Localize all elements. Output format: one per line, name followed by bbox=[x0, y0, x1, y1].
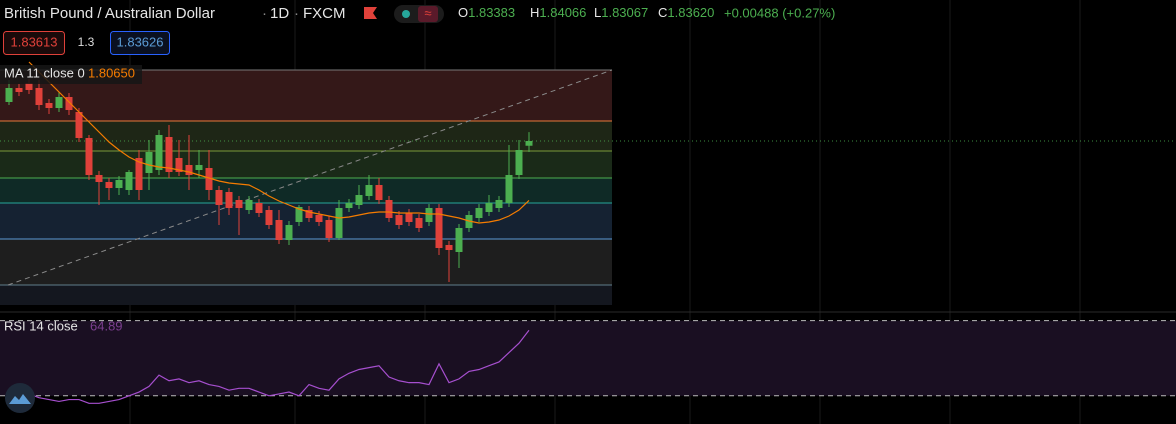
candle-body bbox=[405, 213, 413, 222]
candle-body bbox=[75, 112, 83, 138]
ohlc-values: O1.83383 H1.84066 L1.83067 C1.83620 bbox=[458, 5, 714, 20]
ohlc-item: C1.83620 bbox=[658, 5, 714, 20]
candle-body bbox=[525, 141, 533, 146]
sell-box[interactable] bbox=[3, 31, 65, 55]
candle-body bbox=[365, 185, 373, 196]
candle-body bbox=[315, 215, 323, 222]
candle-body bbox=[395, 215, 403, 225]
candle-body bbox=[35, 88, 43, 105]
rsi-pane bbox=[0, 320, 1176, 404]
candle-body bbox=[515, 150, 523, 175]
interval[interactable]: 1D bbox=[270, 5, 289, 22]
candle-body bbox=[475, 208, 483, 218]
candle-body bbox=[195, 165, 203, 170]
candle-body bbox=[215, 190, 223, 205]
fib-band bbox=[0, 203, 612, 239]
candle-body bbox=[265, 210, 273, 225]
candle-body bbox=[5, 88, 13, 102]
ohlc-label: C bbox=[658, 5, 667, 20]
indicator-icon-glyph: ≈ bbox=[424, 5, 431, 20]
rsi-line bbox=[8, 329, 530, 404]
ma-legend-value: 1.80650 bbox=[88, 65, 135, 80]
fib-tail bbox=[0, 285, 612, 305]
candle-body bbox=[445, 245, 453, 250]
candle-body bbox=[15, 88, 23, 92]
candle-body bbox=[255, 203, 263, 213]
candle-body bbox=[485, 203, 493, 212]
candle-body bbox=[245, 200, 253, 210]
ohlc-value: 1.83383 bbox=[468, 5, 515, 20]
fib-band bbox=[0, 151, 612, 178]
candle-body bbox=[375, 185, 383, 200]
candle-body bbox=[155, 135, 163, 170]
source: FXCM bbox=[303, 5, 346, 22]
candle-body bbox=[25, 83, 33, 90]
candle-body bbox=[55, 97, 63, 108]
ohlc-label: L bbox=[594, 5, 601, 20]
ma-legend[interactable]: MA 11 close 0 bbox=[4, 65, 85, 80]
candle-body bbox=[145, 152, 153, 173]
ohlc-value: 1.83620 bbox=[667, 5, 714, 20]
separator: · bbox=[294, 5, 299, 22]
candle-body bbox=[415, 218, 423, 228]
candle-body bbox=[345, 203, 353, 208]
ohlc-value: 1.84066 bbox=[539, 5, 586, 20]
candle-body bbox=[65, 97, 73, 110]
rsi-band bbox=[0, 320, 1176, 396]
candle-body bbox=[505, 175, 513, 203]
fib-band bbox=[0, 239, 612, 285]
candle-body bbox=[95, 175, 103, 182]
logo[interactable] bbox=[5, 383, 35, 413]
status-dot bbox=[402, 10, 410, 18]
candle-body bbox=[275, 220, 283, 240]
rsi-legend[interactable]: RSI 14 close bbox=[4, 318, 78, 333]
candle-body bbox=[125, 172, 133, 190]
ohlc-item: H1.84066 bbox=[530, 5, 586, 20]
candle-body bbox=[495, 200, 503, 208]
ma-legend-bg bbox=[0, 65, 142, 84]
fib-band bbox=[0, 121, 612, 151]
candle-body bbox=[225, 192, 233, 208]
candle-body bbox=[455, 228, 463, 252]
candle-body bbox=[165, 137, 173, 172]
ohlc-label: H bbox=[530, 5, 539, 20]
fib-band bbox=[0, 178, 612, 203]
ask-price: 1.83626 bbox=[117, 34, 164, 49]
candle-body bbox=[435, 208, 443, 248]
buy-box[interactable] bbox=[110, 31, 170, 55]
bid-price: 1.83613 bbox=[11, 34, 58, 49]
candle-body bbox=[175, 158, 183, 172]
candle-body bbox=[185, 165, 193, 175]
change: +0.00488 (+0.27%) bbox=[724, 5, 835, 20]
flag-icon[interactable] bbox=[364, 7, 377, 19]
ohlc-item: O1.83383 bbox=[458, 5, 515, 20]
moving-average bbox=[28, 61, 530, 224]
rsi-legend-value: 64.89 bbox=[90, 318, 123, 333]
candle-body bbox=[325, 220, 333, 238]
candle-body bbox=[235, 200, 243, 208]
candle-body bbox=[105, 182, 113, 188]
candle-body bbox=[205, 168, 213, 190]
candle-body bbox=[425, 208, 433, 222]
ohlc-value: 1.83067 bbox=[601, 5, 648, 20]
candle-body bbox=[385, 200, 393, 218]
spread: 1.3 bbox=[78, 35, 95, 49]
fib-trend-line bbox=[7, 69, 613, 286]
candle-body bbox=[295, 207, 303, 222]
indicator-icon[interactable] bbox=[418, 6, 438, 22]
ohlc-label: O bbox=[458, 5, 468, 20]
candle-body bbox=[355, 195, 363, 205]
candle-body bbox=[335, 208, 343, 238]
logo-glyph bbox=[9, 394, 31, 404]
candle-body bbox=[135, 158, 143, 190]
candle-body bbox=[85, 138, 93, 175]
ohlc-item: L1.83067 bbox=[594, 5, 648, 20]
candle-body bbox=[115, 180, 123, 188]
symbol-title: British Pound / Australian Dollar bbox=[4, 5, 215, 22]
candle-body bbox=[285, 225, 293, 240]
separator: · bbox=[262, 5, 267, 22]
candle-body bbox=[45, 103, 53, 108]
candle-body bbox=[305, 210, 313, 218]
